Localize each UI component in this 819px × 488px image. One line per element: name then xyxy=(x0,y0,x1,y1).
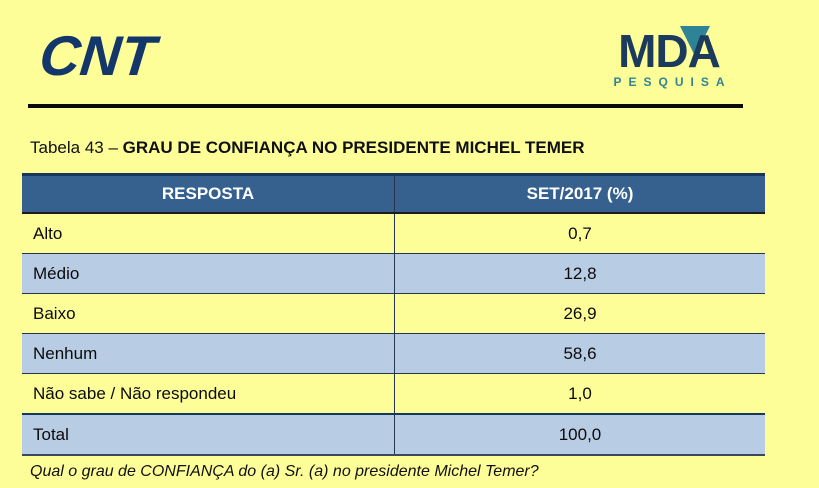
table-row: Nenhum 58,6 xyxy=(22,333,765,374)
mda-wordmark: MDA xyxy=(618,25,721,77)
logo-band: CNT MDA PESQUISA xyxy=(0,0,819,98)
table-row-total: Total 100,0 xyxy=(22,413,765,456)
row-value: 0,7 xyxy=(394,213,765,254)
column-header-resposta: RESPOSTA xyxy=(22,174,395,214)
row-value: 58,6 xyxy=(394,333,765,374)
row-value: 100,0 xyxy=(394,413,765,456)
column-header-set2017: SET/2017 (%) xyxy=(394,174,765,214)
row-label: Total xyxy=(22,413,395,456)
row-value: 1,0 xyxy=(394,373,765,415)
mda-logo-text: MDA xyxy=(618,25,721,77)
survey-question-footnote: Qual o grau de CONFIANÇA do (a) Sr. (a) … xyxy=(30,463,539,480)
survey-table: RESPOSTA SET/2017 (%) Alto 0,7 Médio 12,… xyxy=(22,173,765,456)
table-row: Baixo 26,9 xyxy=(22,293,765,334)
table-row: Alto 0,7 xyxy=(22,213,765,254)
row-label: Médio xyxy=(22,253,395,294)
table-row: Médio 12,8 xyxy=(22,253,765,294)
row-value: 26,9 xyxy=(394,293,765,334)
table-caption-prefix: Tabela 43 – xyxy=(30,138,123,157)
table-caption-main: GRAU DE CONFIANÇA NO PRESIDENTE MICHEL T… xyxy=(122,138,585,157)
table-header-row: RESPOSTA SET/2017 (%) xyxy=(22,174,765,214)
row-label: Não sabe / Não respondeu xyxy=(22,373,395,415)
row-label: Alto xyxy=(22,213,395,254)
row-label: Baixo xyxy=(22,293,395,334)
cnt-logo: CNT xyxy=(36,24,159,87)
mda-triangle-icon xyxy=(680,26,711,56)
row-value: 12,8 xyxy=(394,253,765,294)
table-caption: Tabela 43 – GRAU DE CONFIANÇA NO PRESIDE… xyxy=(30,138,819,158)
mda-logo-subtext: PESQUISA xyxy=(613,75,732,89)
mda-pesquisa-logo: MDA PESQUISA xyxy=(593,25,745,89)
header-divider-rule xyxy=(28,104,743,108)
row-label: Nenhum xyxy=(22,333,395,374)
table-row: Não sabe / Não respondeu 1,0 xyxy=(22,373,765,415)
